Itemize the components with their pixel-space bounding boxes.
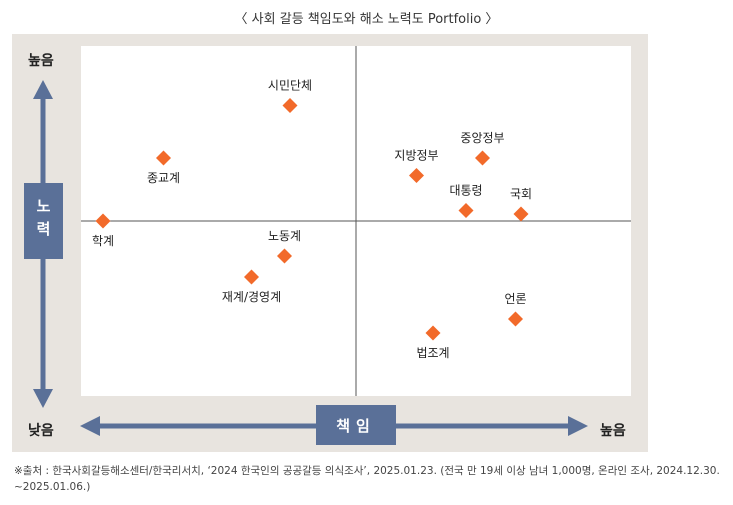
data-point-marker: [277, 248, 292, 264]
x-axis-title: 책임: [316, 405, 396, 445]
y-axis-arrow-down-head: [33, 389, 53, 408]
x-axis-arrow-left-head: [80, 416, 100, 436]
data-point-label: 노동계: [268, 229, 301, 243]
data-point-label: 지방정부: [394, 149, 438, 163]
data-point-label: 국회: [510, 187, 532, 201]
data-point-marker: [475, 150, 490, 166]
y-axis-low-label: 낮음: [28, 423, 54, 439]
data-point-marker: [156, 150, 171, 166]
data-point-marker: [425, 325, 441, 341]
data-point-label: 중앙정부: [460, 131, 504, 145]
data-point-marker: [409, 168, 424, 183]
source-footnote: ※출처 : 한국사회갈등해소센터/한국리서치, ‘2024 한국인의 공공갈등 …: [14, 465, 720, 493]
data-point-marker: [282, 98, 298, 113]
data-point-label: 대통령: [449, 184, 482, 198]
y-axis-title: 노력: [24, 183, 63, 259]
x-axis-arrow-right-head: [568, 416, 588, 436]
chart-title: 〈 사회 갈등 책임도와 해소 노력도 Portfolio 〉: [234, 12, 499, 27]
data-point-label: 시민단체: [268, 79, 312, 93]
data-point-marker: [244, 269, 259, 285]
data-point-marker: [458, 203, 474, 218]
data-point-marker: [95, 213, 111, 229]
data-point-marker: [508, 311, 523, 327]
data-point-label: 법조계: [416, 346, 449, 360]
data-point-label: 재계/경영계: [222, 290, 281, 304]
y-axis-high-label: 높음: [28, 53, 54, 69]
data-point-marker: [513, 206, 529, 222]
data-point-label: 언론: [504, 292, 526, 306]
y-axis-arrow-up-head: [33, 80, 53, 99]
data-point-label: 종교계: [147, 171, 180, 185]
x-axis-high-label: 높음: [600, 423, 626, 439]
data-point-label: 학계: [92, 234, 114, 248]
